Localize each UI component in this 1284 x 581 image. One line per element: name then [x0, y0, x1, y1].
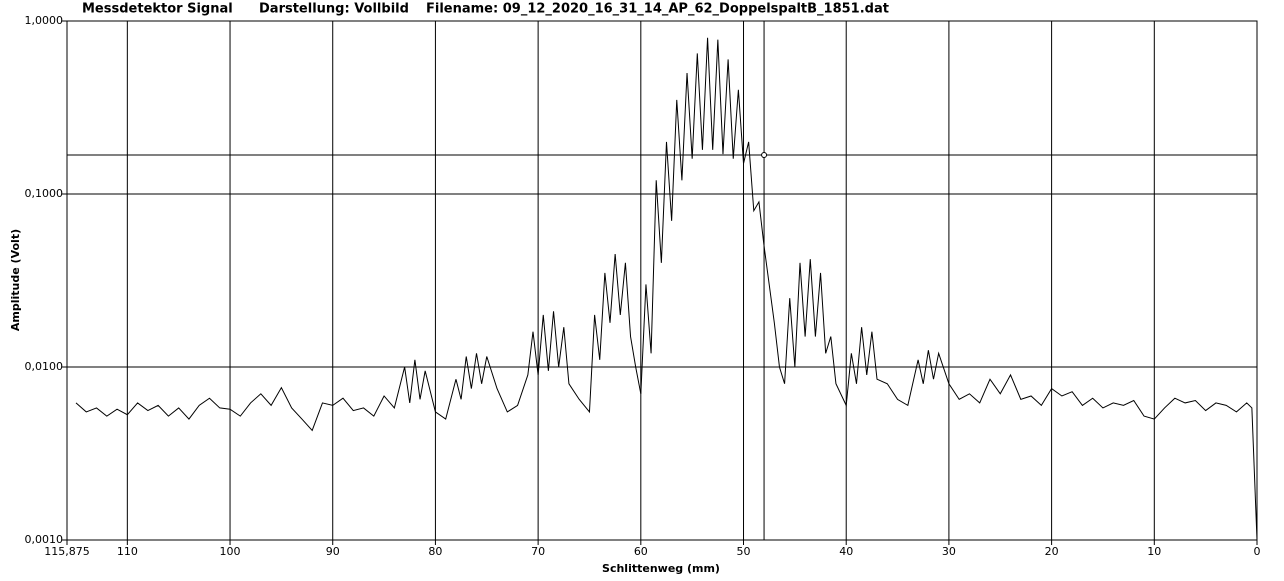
y-tick-label: 0,0010 [25, 533, 64, 546]
y-tick-label: 0,1000 [25, 187, 64, 200]
plot-area [66, 20, 1258, 541]
cursor-point [761, 152, 768, 159]
x-tick-label: 100 [220, 545, 241, 558]
x-tick-label: 70 [531, 545, 545, 558]
header-mode: Darstellung: Vollbild [259, 2, 409, 17]
y-tick-label: 1,0000 [25, 14, 64, 27]
x-axis-label: Schlittenweg (mm) [602, 562, 720, 575]
header-title: Messdetektor Signal [82, 2, 233, 17]
x-tick-label: 20 [1045, 545, 1059, 558]
x-tick-label: 10 [1147, 545, 1161, 558]
x-tick-label: 90 [326, 545, 340, 558]
x-tick-label: 40 [839, 545, 853, 558]
x-tick-label: 0 [1254, 545, 1261, 558]
y-axis-label: Amplitude (Volt) [9, 229, 22, 331]
x-tick-label: 80 [428, 545, 442, 558]
x-tick-label: 115,875 [44, 545, 90, 558]
header-file: Filename: 09_12_2020_16_31_14_AP_62_Dopp… [426, 2, 889, 17]
x-tick-label: 60 [634, 545, 648, 558]
y-tick-label: 0,0100 [25, 360, 64, 373]
x-tick-label: 110 [117, 545, 138, 558]
x-tick-label: 50 [737, 545, 751, 558]
signal-line [75, 37, 1258, 541]
x-tick-label: 30 [942, 545, 956, 558]
